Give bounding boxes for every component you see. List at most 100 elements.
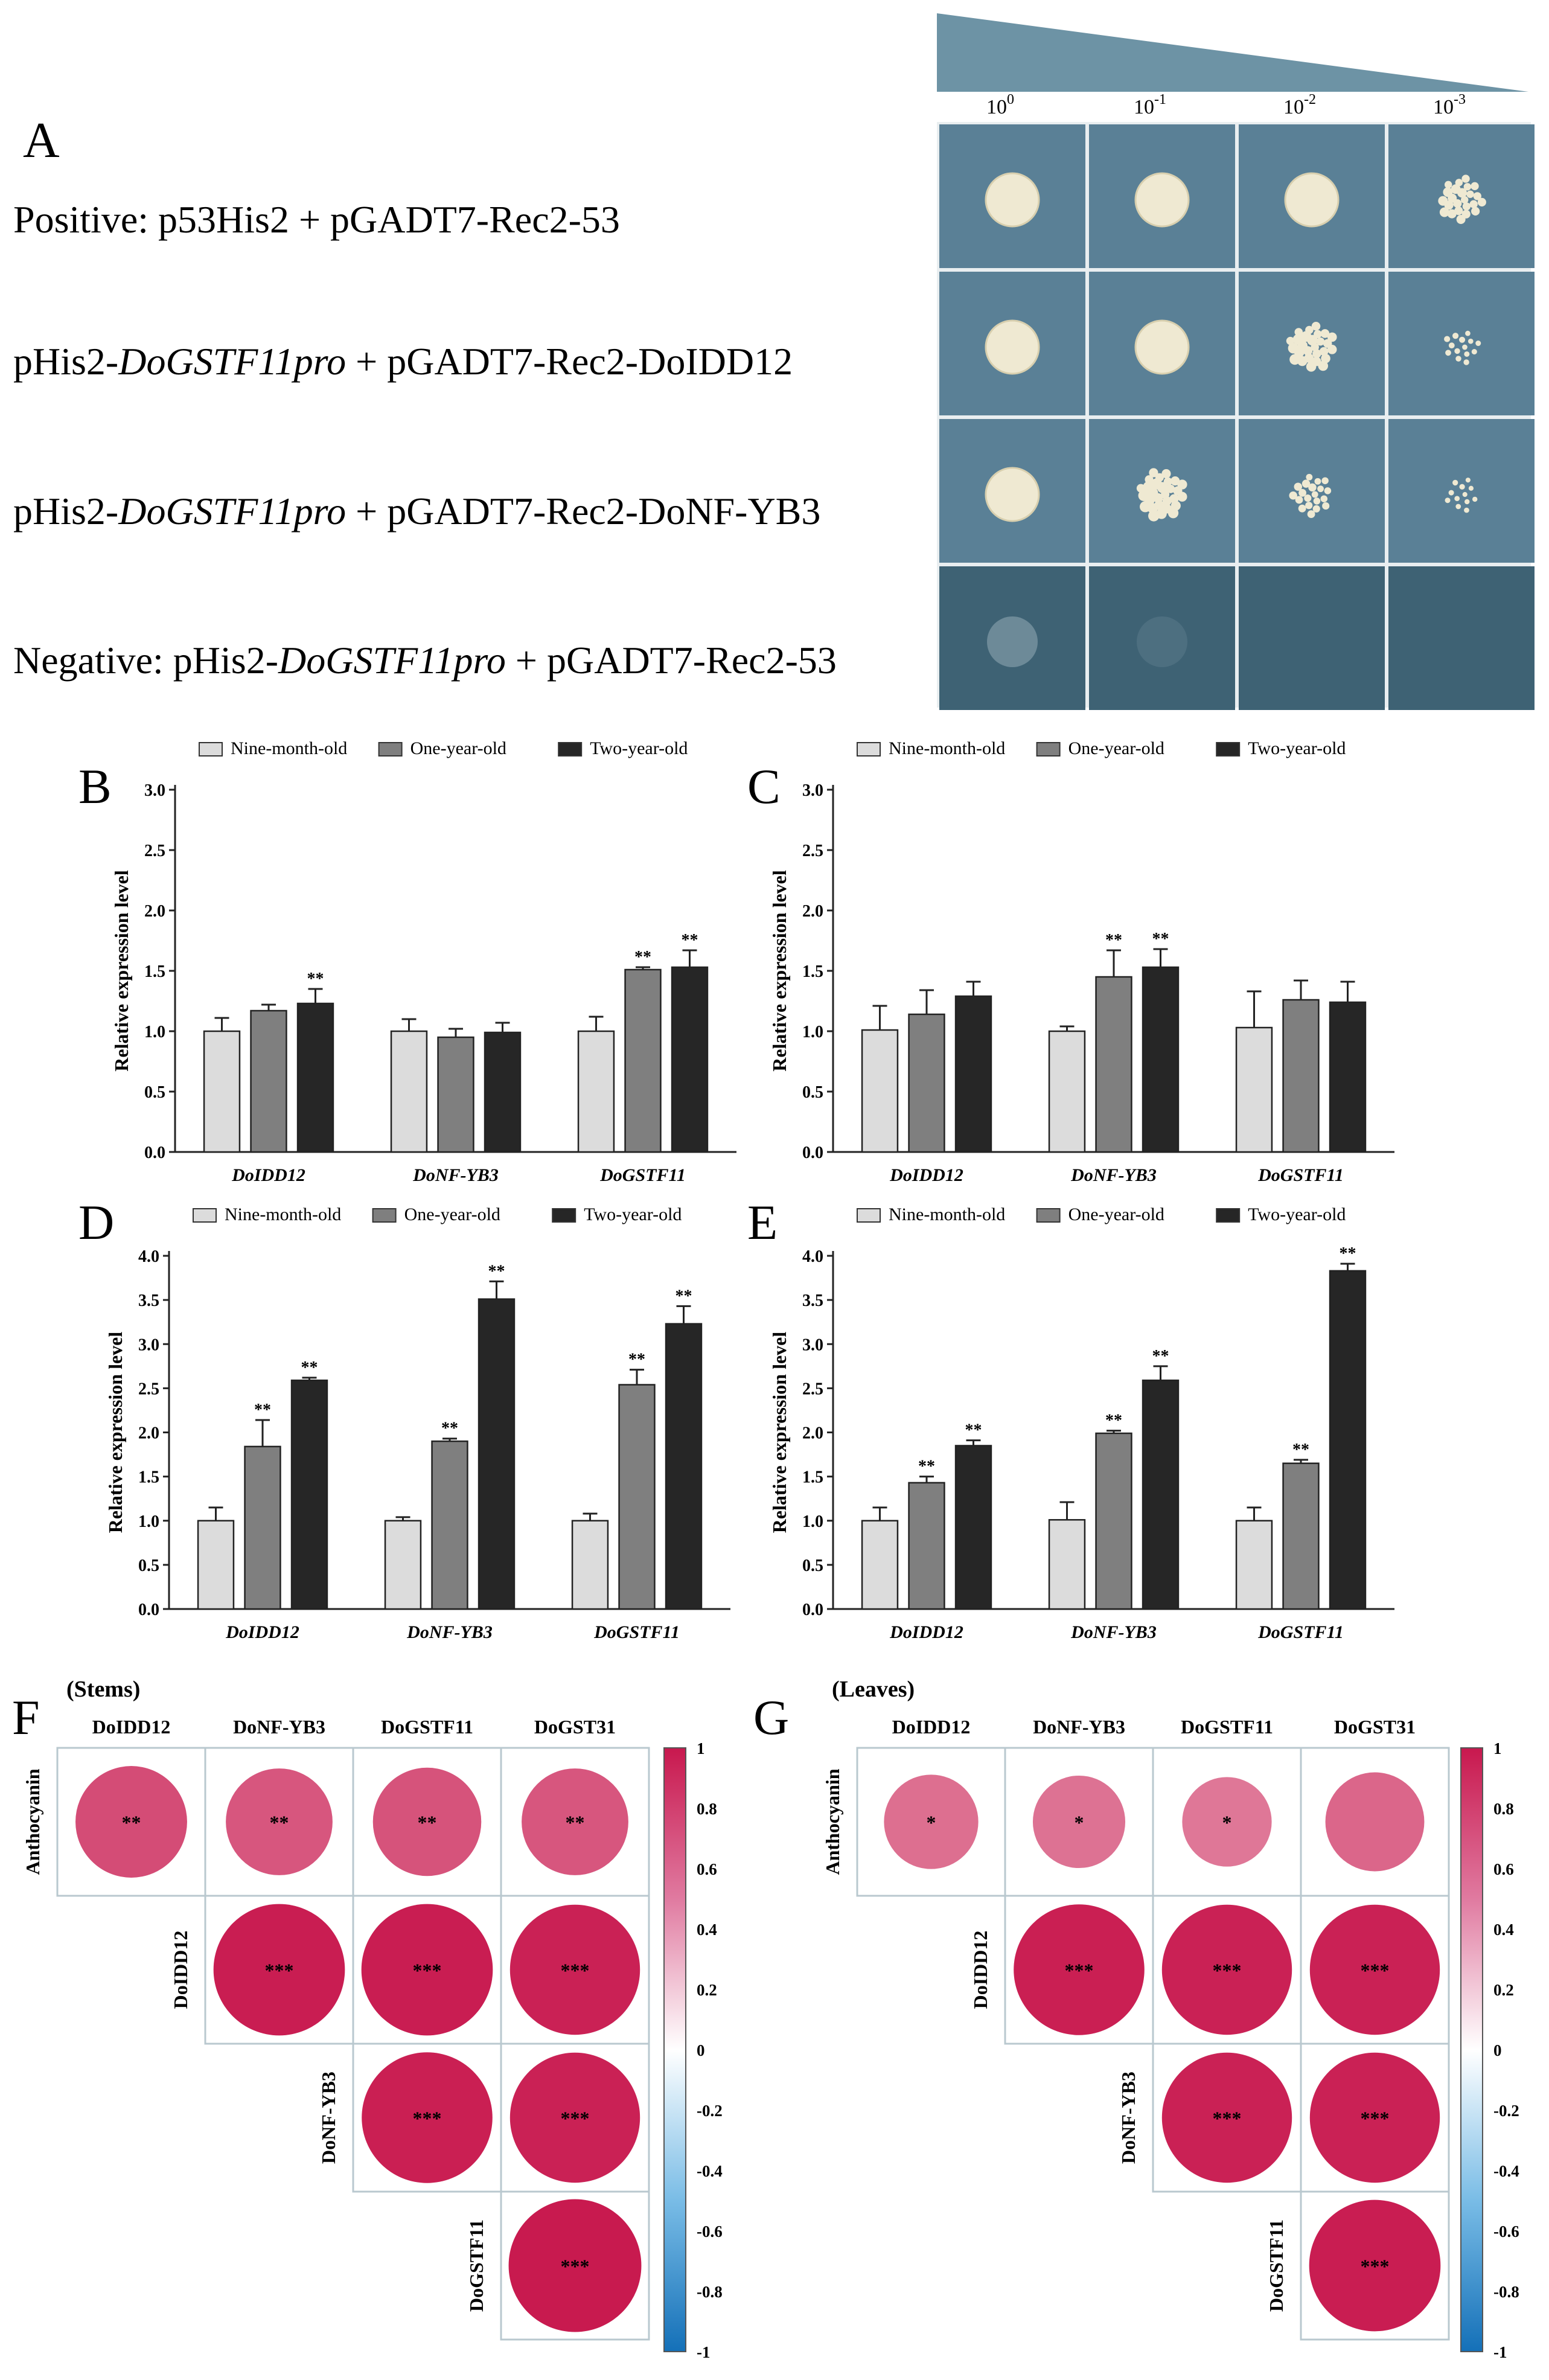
bar xyxy=(1048,1519,1086,1610)
row-label: DoGSTF11 xyxy=(1265,2219,1287,2312)
colony-speck xyxy=(1452,333,1459,339)
significance-mark: *** xyxy=(413,2108,442,2129)
colony-speck xyxy=(1455,504,1461,510)
bar xyxy=(244,1445,281,1610)
colony-speck xyxy=(1461,174,1470,183)
legend-swatch xyxy=(1036,1208,1061,1223)
row-label: DoIDD12 xyxy=(969,1931,991,2009)
colony-speck xyxy=(1320,495,1328,502)
bar xyxy=(665,1323,703,1610)
column-label: DoIDD12 xyxy=(92,1716,171,1738)
yeast-colony xyxy=(1284,172,1340,228)
y-tick-label: 0.5 xyxy=(802,1083,823,1102)
legend-swatch xyxy=(372,1208,397,1223)
legend-swatch xyxy=(1216,1208,1241,1223)
y-tick-label: 1.5 xyxy=(802,1468,823,1487)
dilution-wedge xyxy=(937,13,1528,92)
significance-mark: *** xyxy=(1361,2256,1390,2277)
colony-speck xyxy=(1305,502,1313,510)
legend-swatch xyxy=(552,1208,576,1223)
colony-speck xyxy=(1454,348,1460,354)
bar xyxy=(671,966,709,1153)
y-axis-label: Relative expression level xyxy=(768,1332,790,1534)
y-tick-label: 2.0 xyxy=(802,902,823,921)
legend-swatch xyxy=(857,742,881,757)
significance-mark: *** xyxy=(561,2256,590,2277)
colony-speck xyxy=(1438,196,1448,206)
category-label: DoIDD12 xyxy=(889,1622,963,1642)
yeast-colony xyxy=(1289,473,1332,518)
significance-mark: * xyxy=(1222,1812,1232,1834)
colony-speck xyxy=(1445,497,1451,504)
bar xyxy=(861,1520,899,1610)
yeast-colony xyxy=(985,172,1040,228)
significance-mark: *** xyxy=(561,2108,590,2129)
plot-title: (Stems) xyxy=(66,1677,140,1702)
bar xyxy=(1235,1520,1273,1610)
colony-speck xyxy=(1314,478,1321,485)
colony-speck xyxy=(1475,341,1481,347)
legend-label: Two-year-old xyxy=(1248,1204,1346,1224)
colony-speck xyxy=(1445,350,1451,356)
colony-speck xyxy=(1313,497,1321,505)
colorbar-tick: 0 xyxy=(1493,2041,1502,2059)
correlation-circle xyxy=(1309,2052,1440,2183)
colony-speck xyxy=(1468,338,1474,344)
colony-speck xyxy=(1444,181,1452,189)
row-label: Anthocyanin xyxy=(822,1768,843,1875)
plate-square xyxy=(1089,566,1235,710)
colorbar-tick: 0.6 xyxy=(697,1860,717,1878)
colony-speck xyxy=(1460,196,1469,204)
colony-speck xyxy=(1464,507,1469,513)
colony-speck xyxy=(1324,487,1332,494)
significance-mark: ** xyxy=(965,1421,982,1440)
colony-speck xyxy=(1312,349,1321,359)
y-tick-label: 1.0 xyxy=(802,1512,823,1531)
legend-swatch xyxy=(1216,742,1241,757)
panel-label: C xyxy=(747,759,781,814)
correlation-circle xyxy=(1032,1775,1126,1869)
plate-square xyxy=(939,566,1085,710)
dilution-label: 100 xyxy=(986,92,1014,118)
panel-a-label: A xyxy=(23,112,60,168)
y-tick-label: 1.0 xyxy=(802,1023,823,1041)
colony-speck xyxy=(1444,336,1451,342)
colony-speck xyxy=(1306,361,1317,372)
bar xyxy=(954,995,992,1153)
colony-speck xyxy=(1464,499,1470,505)
panel-a: A Positive: p53His2 + pGADT7-Rec2-53 pHi… xyxy=(13,13,1535,710)
colony-speck xyxy=(1314,330,1322,339)
bar xyxy=(1095,1432,1132,1610)
plate-square xyxy=(1388,566,1535,710)
colony-speck xyxy=(1138,490,1149,501)
category-label: DoNF-YB3 xyxy=(412,1165,499,1185)
y-tick-label: 2.5 xyxy=(802,842,823,860)
colorbar-tick: 0.2 xyxy=(1493,1981,1514,1999)
legend-label: One-year-old xyxy=(404,1204,500,1224)
colony-speck xyxy=(1289,354,1300,365)
significance-mark: ** xyxy=(1292,1441,1309,1459)
y-tick-label: 3.0 xyxy=(144,781,165,800)
colorbar xyxy=(663,1747,686,2352)
legend-label: Nine-month-old xyxy=(225,1204,341,1224)
correlation-circle xyxy=(509,1904,640,2035)
legend-label: Nine-month-old xyxy=(889,738,1005,758)
colorbar-tick: -1 xyxy=(697,2343,711,2361)
bar xyxy=(390,1030,428,1153)
significance-mark: ** xyxy=(1105,931,1122,950)
bar xyxy=(431,1440,468,1610)
bar xyxy=(1282,999,1320,1153)
colony-speck xyxy=(1451,184,1461,194)
significance-mark: ** xyxy=(301,1358,318,1377)
legend-swatch xyxy=(558,742,583,757)
bar xyxy=(908,1013,945,1153)
colony-speck xyxy=(1455,179,1463,187)
bar xyxy=(296,1002,334,1153)
legend-label: One-year-old xyxy=(1068,738,1164,758)
colorbar-tick: 0.8 xyxy=(1493,1800,1514,1818)
colony-speck xyxy=(1171,476,1180,486)
colony-speck xyxy=(1465,478,1471,483)
category-label: DoNF-YB3 xyxy=(1070,1622,1157,1642)
bar xyxy=(484,1031,522,1153)
significance-mark: *** xyxy=(1213,2108,1242,2129)
